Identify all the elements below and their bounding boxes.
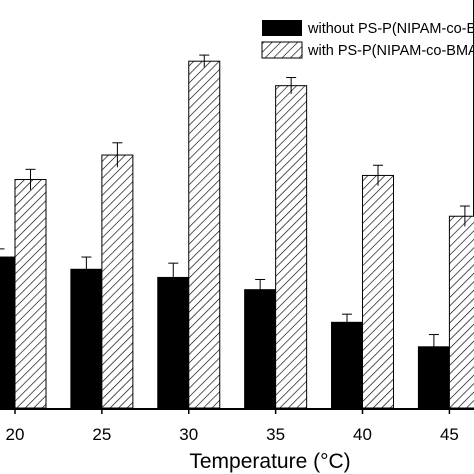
bar-s2-20 bbox=[14, 179, 47, 409]
bar-s1-25 bbox=[70, 268, 103, 409]
bar-s2-45 bbox=[448, 215, 474, 409]
bar-s1-45 bbox=[417, 346, 450, 409]
x-tick-label-45: 45 bbox=[440, 425, 459, 444]
bar-s2-40 bbox=[362, 174, 395, 409]
bar-s1-30 bbox=[157, 276, 190, 409]
x-tick-label-35: 35 bbox=[266, 425, 285, 444]
bar-s2-30 bbox=[188, 60, 221, 409]
bar-s1-40 bbox=[331, 321, 364, 409]
x-tick-label-20: 20 bbox=[6, 425, 25, 444]
bar-s2-35 bbox=[275, 85, 308, 409]
bar-s2-25 bbox=[101, 154, 134, 409]
bar-s1-20 bbox=[0, 256, 16, 409]
legend-label-series-1: without PS-P(NIPAM-co-BMA) NPs bbox=[307, 21, 474, 37]
x-axis-ticks: 20 25 30 35 40 45 bbox=[6, 408, 459, 444]
legend-swatch-solid bbox=[262, 20, 302, 36]
x-tick-label-40: 40 bbox=[353, 425, 372, 444]
plot-frame bbox=[0, 0, 474, 410]
legend: without PS-P(NIPAM-co-BMA) NPs with PS-P… bbox=[261, 20, 474, 59]
bar-s1-35 bbox=[244, 289, 277, 409]
bars-group bbox=[0, 54, 474, 409]
legend-swatch-hatched bbox=[261, 41, 303, 59]
x-axis-title: Temperature (°C) bbox=[189, 450, 350, 473]
legend-label-series-2: with PS-P(NIPAM-co-BMA) NPs bbox=[307, 43, 474, 59]
x-tick-label-25: 25 bbox=[92, 425, 111, 444]
x-tick-label-30: 30 bbox=[179, 425, 198, 444]
